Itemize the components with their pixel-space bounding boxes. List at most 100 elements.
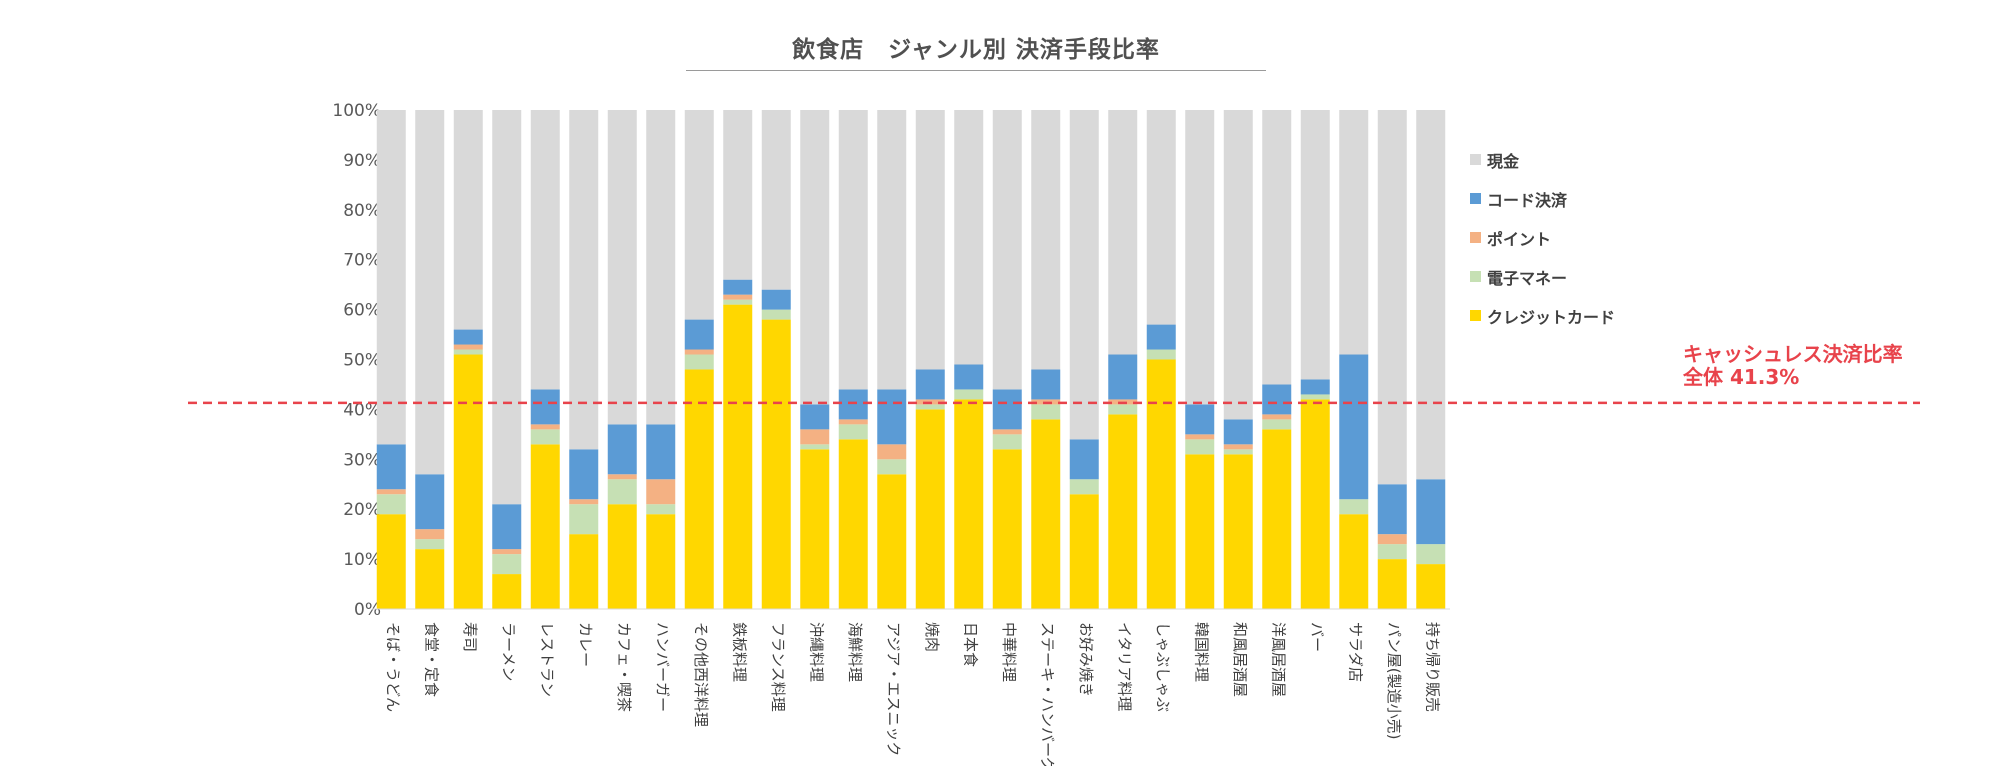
bar-segment-2-2 <box>453 344 483 350</box>
y-tick-label: 40% <box>343 400 381 420</box>
bar-segment-26-4 <box>1377 110 1407 485</box>
bar-segment-3-1 <box>492 554 522 575</box>
bar-segment-27-1 <box>1416 544 1446 565</box>
legend-item-cash: 現金 <box>1470 140 1615 179</box>
x-category-label: イタリア料理 <box>1115 622 1133 711</box>
bar-segment-2-4 <box>453 110 483 330</box>
bar-segment-6-2 <box>607 474 637 480</box>
bar-segment-12-4 <box>838 110 868 390</box>
bar-segment-7-0 <box>646 514 676 609</box>
bar-segment-22-4 <box>1223 110 1253 420</box>
x-category-label: 韓国料理 <box>1192 622 1210 682</box>
bar-segment-19-0 <box>1108 414 1138 609</box>
legend-label-e-money: 電子マネー <box>1487 268 1568 288</box>
bar-segment-0-0 <box>376 514 406 609</box>
bar-segment-1-3 <box>415 474 445 530</box>
bar-segment-14-1 <box>915 404 945 410</box>
bar-segment-21-1 <box>1185 439 1215 455</box>
bar-segment-16-1 <box>992 434 1022 450</box>
bar-segment-11-1 <box>800 444 830 450</box>
chart-title: 飲食店 ジャンル別 決済手段比率 <box>792 37 1160 63</box>
bar-segment-21-2 <box>1185 434 1215 440</box>
bar-segment-12-2 <box>838 419 868 425</box>
x-category-label: フランス料理 <box>769 622 787 712</box>
bar-segment-8-1 <box>684 354 714 370</box>
bar-segment-13-3 <box>877 389 907 445</box>
x-category-label: カレー <box>576 622 594 667</box>
bar-segment-16-0 <box>992 449 1022 609</box>
legend-item-code-payment: コード決済 <box>1470 179 1615 218</box>
y-tick-label: 60% <box>343 301 381 321</box>
y-tick-label: 90% <box>343 151 381 171</box>
bar-segment-0-3 <box>376 444 406 490</box>
bar-segment-27-3 <box>1416 479 1446 545</box>
bar-segment-21-0 <box>1185 454 1215 609</box>
bar-segment-16-4 <box>992 110 1022 390</box>
bar-segment-9-4 <box>723 110 753 280</box>
bar-segment-11-2 <box>800 429 830 445</box>
x-category-label: カフェ・喫茶 <box>615 622 633 712</box>
x-category-label: 洋風居酒屋 <box>1269 622 1287 697</box>
x-category-label: 寿司 <box>461 622 479 652</box>
bar-segment-25-0 <box>1339 514 1369 609</box>
bar-segment-27-4 <box>1416 110 1446 480</box>
x-category-label: サラダ店 <box>1346 622 1364 682</box>
bar-segment-6-0 <box>607 504 637 609</box>
bar-segment-1-2 <box>415 529 445 540</box>
x-category-label: その他西洋料理 <box>692 622 710 727</box>
bar-segment-26-3 <box>1377 484 1407 535</box>
x-category-label: 焼肉 <box>923 622 941 652</box>
legend-label-credit-card: クレジットカード <box>1487 307 1616 327</box>
bar-segment-22-0 <box>1223 454 1253 609</box>
bar-segment-18-4 <box>1069 110 1099 440</box>
y-tick-label: 100% <box>332 101 381 121</box>
bar-segment-14-3 <box>915 369 945 400</box>
bar-segment-5-1 <box>569 504 599 535</box>
chart-legend: 現金 コード決済 ポイント 電子マネー クレジットカード <box>1470 140 1615 335</box>
bar-segment-21-3 <box>1185 404 1215 435</box>
bar-segment-25-3 <box>1339 354 1369 500</box>
legend-swatch-cash <box>1470 154 1481 165</box>
x-category-label: 持ち帰り販売 <box>1423 622 1441 712</box>
bar-segment-23-0 <box>1262 429 1292 609</box>
x-category-label: そば・うどん <box>384 622 402 712</box>
bar-segment-12-0 <box>838 439 868 609</box>
bar-segment-16-3 <box>992 389 1022 430</box>
bar-segment-0-2 <box>376 489 406 495</box>
bar-segment-9-2 <box>723 294 753 300</box>
bar-segment-23-1 <box>1262 419 1292 430</box>
bar-segment-2-1 <box>453 349 483 355</box>
bar-segment-1-1 <box>415 539 445 550</box>
bar-segment-8-2 <box>684 349 714 355</box>
bar-segment-7-4 <box>646 110 676 425</box>
bar-segment-17-3 <box>1031 369 1061 400</box>
bar-segment-22-1 <box>1223 449 1253 455</box>
bar-segment-23-4 <box>1262 110 1292 385</box>
bar-segment-11-3 <box>800 404 830 430</box>
bar-segment-15-1 <box>954 389 984 400</box>
legend-swatch-code-payment <box>1470 193 1481 204</box>
bar-segment-26-2 <box>1377 534 1407 545</box>
bar-segment-12-3 <box>838 389 868 420</box>
bar-segment-1-0 <box>415 549 445 609</box>
bar-segment-18-3 <box>1069 439 1099 480</box>
legend-label-cash: 現金 <box>1487 151 1520 171</box>
bar-segment-6-1 <box>607 479 637 505</box>
x-category-label: 沖縄料理 <box>807 622 825 682</box>
bar-segment-10-0 <box>761 319 791 609</box>
x-category-label: ハンバーガー <box>653 622 671 712</box>
bar-segment-19-1 <box>1108 404 1138 415</box>
bar-segment-17-4 <box>1031 110 1061 370</box>
bar-segment-4-0 <box>530 444 560 609</box>
bar-segment-24-4 <box>1300 110 1330 380</box>
bar-segment-25-4 <box>1339 110 1369 355</box>
bar-segment-0-1 <box>376 494 406 515</box>
bar-segment-7-2 <box>646 479 676 505</box>
bar-segment-24-1 <box>1300 394 1330 400</box>
bar-segment-4-1 <box>530 429 560 445</box>
bar-segment-15-3 <box>954 364 984 390</box>
x-category-label: しゃぶしゃぶ <box>1154 622 1172 712</box>
bar-segment-15-0 <box>954 399 984 609</box>
y-tick-label: 0% <box>354 600 381 620</box>
